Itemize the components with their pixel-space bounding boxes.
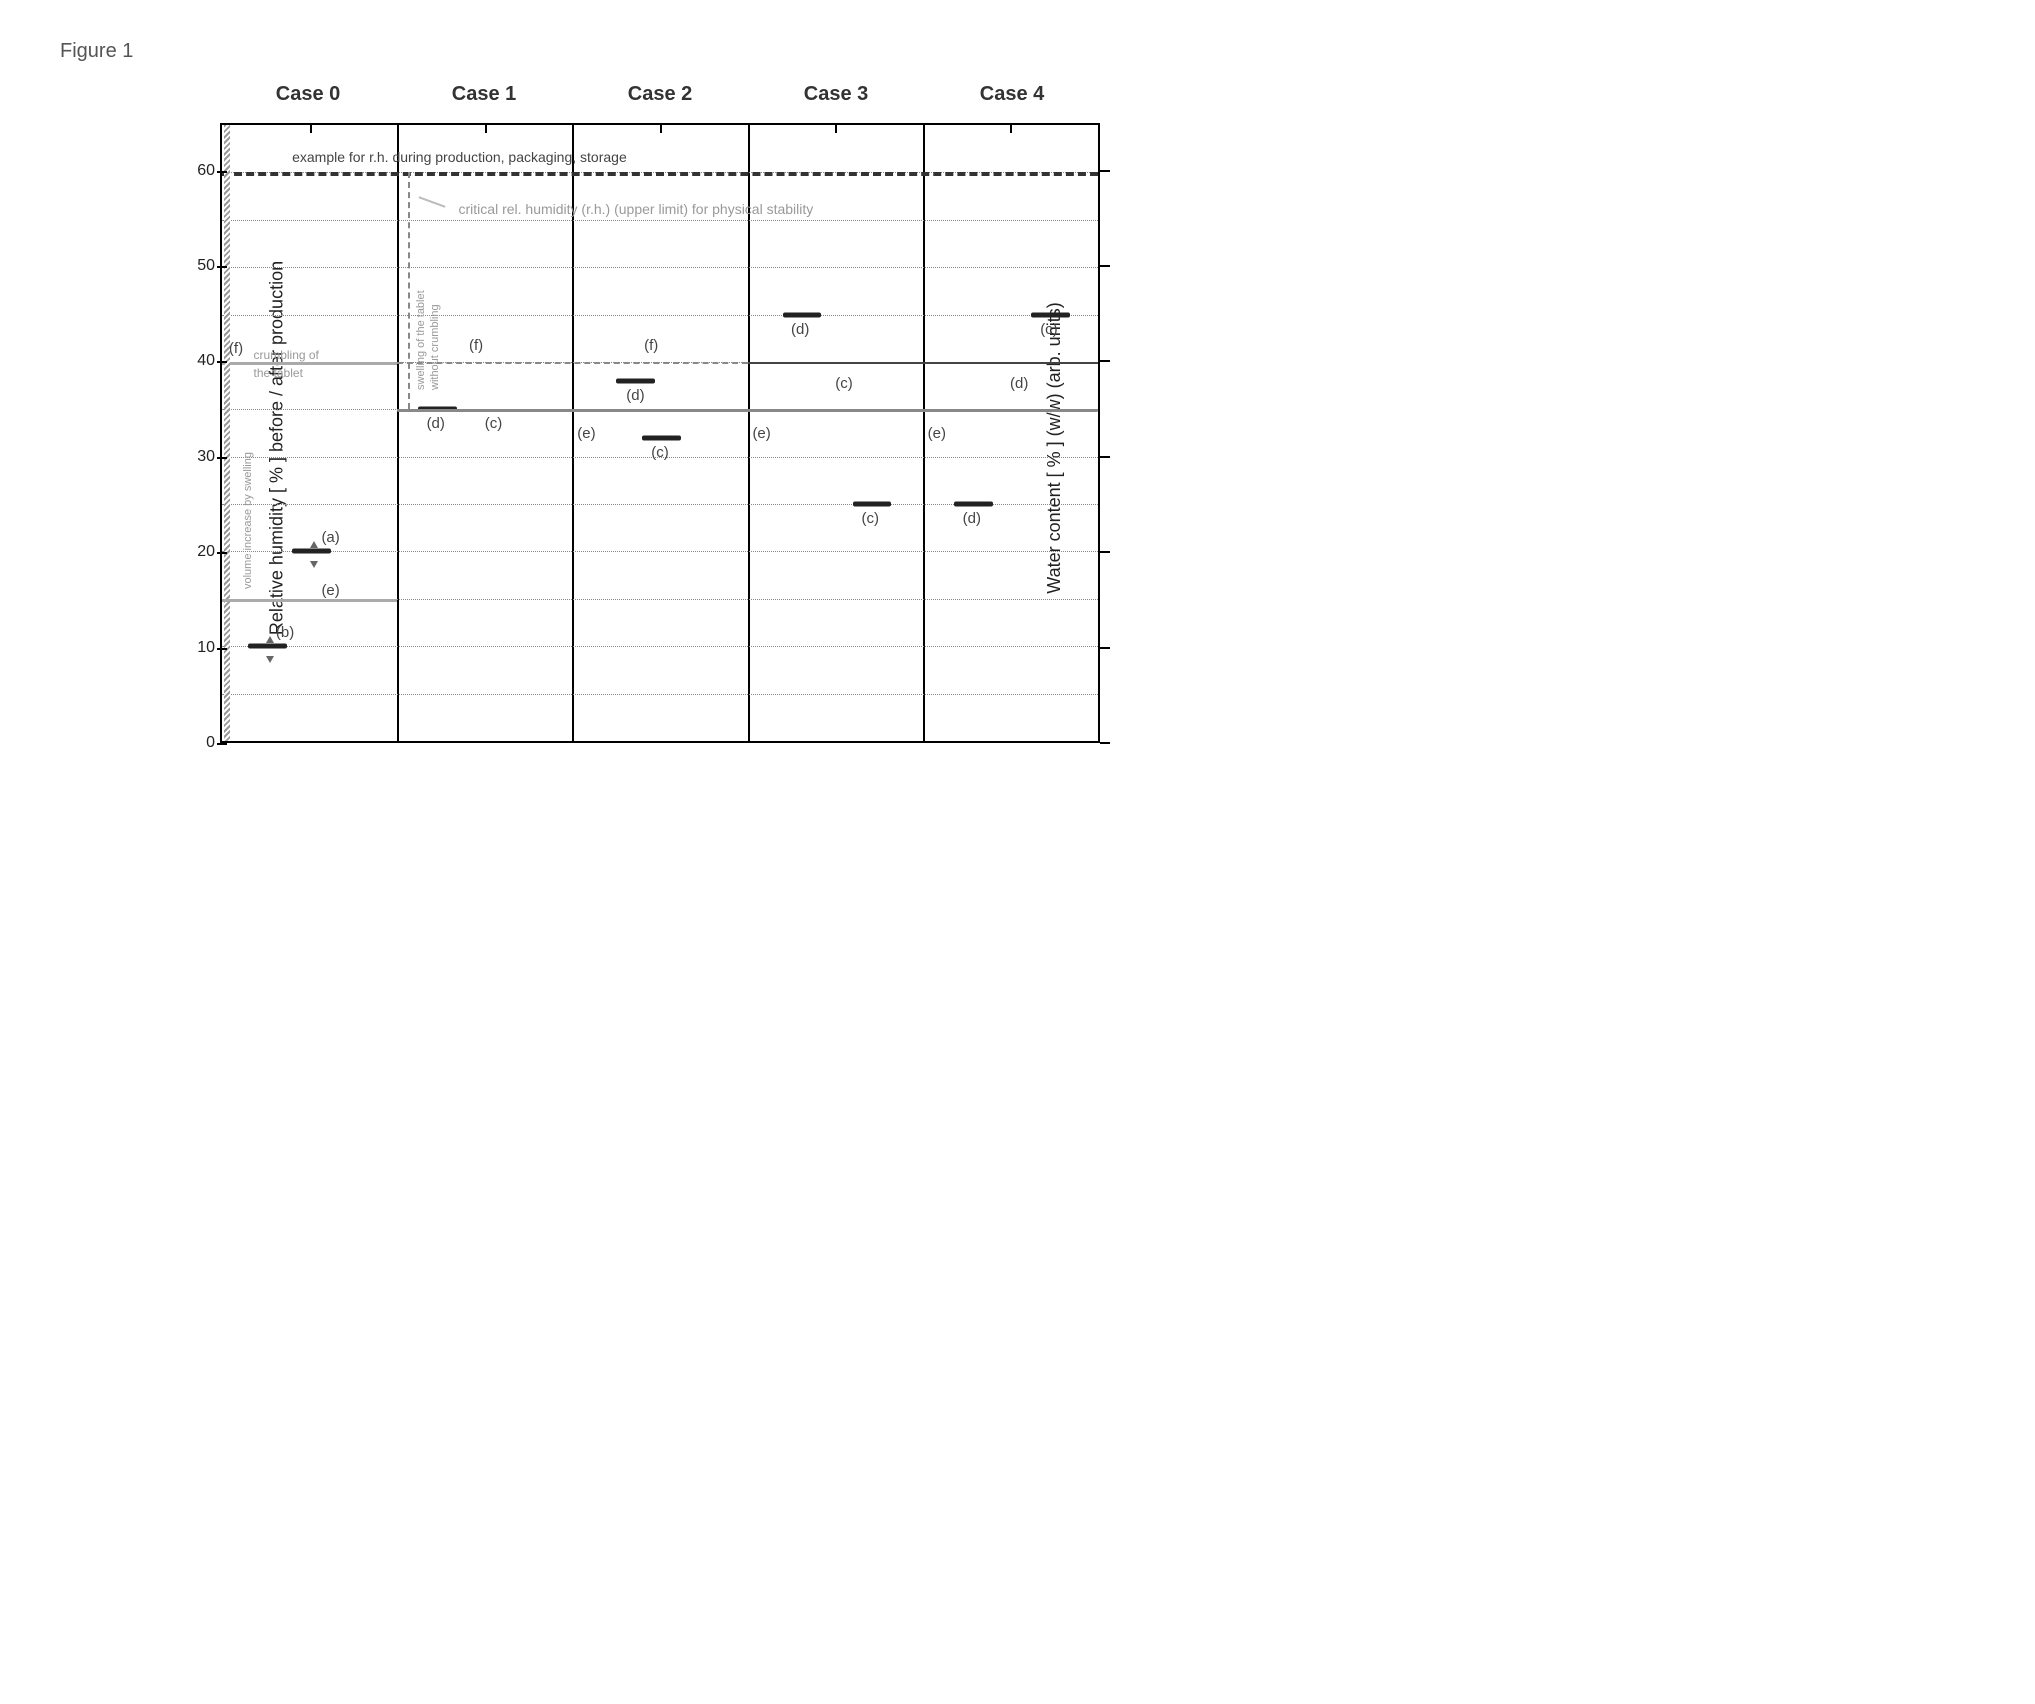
gridline [222, 220, 1098, 221]
data-segment [1031, 312, 1070, 317]
annotation-label: (c) [835, 375, 853, 392]
data-segment [642, 435, 681, 440]
ytick-right [1100, 265, 1110, 267]
swelling-text-2: without crumbling [429, 305, 441, 391]
annotation-label: (f) [644, 337, 658, 354]
data-segment [783, 312, 822, 317]
figure-title: Figure 1 [60, 40, 1995, 63]
ytick-label: 50 [190, 257, 215, 275]
arrow-line [419, 196, 446, 207]
annotation-label: (e) [577, 425, 595, 442]
crumbling-text-2: the tablet [254, 366, 303, 380]
case-header-0: Case 0 [276, 83, 341, 106]
annotation-label: (a) [321, 529, 339, 546]
swelling-text-1: swelling of the tablet [415, 291, 427, 391]
case-header-1: Case 1 [452, 83, 517, 106]
case-header-2: Case 2 [628, 83, 693, 106]
panel-separator [397, 125, 399, 741]
data-segment [248, 644, 287, 649]
case0-e-line [222, 599, 397, 602]
annotation-label: (f) [469, 337, 483, 354]
annotation-label: (c) [485, 415, 503, 432]
case-header-4: Case 4 [980, 83, 1045, 106]
ytick-label: 10 [190, 639, 215, 657]
annotation-label: (b) [276, 624, 294, 641]
crumbling-text-1: crumbling of [254, 348, 319, 362]
annotation-label: (e) [928, 425, 946, 442]
f-threshold-line [397, 362, 747, 364]
annotation-label: (d) [427, 415, 445, 432]
ytick-right [1100, 170, 1110, 172]
plot-area: example for r.h. during production, pack… [220, 123, 1100, 743]
annotation-label: (c) [651, 444, 669, 461]
case1-vert-dashed [408, 172, 410, 409]
case-headers-row: Case 0 Case 1 Case 2 Case 3 Case 4 [220, 83, 1100, 106]
rh-example-label: example for r.h. during production, pack… [292, 149, 627, 165]
data-segment [853, 502, 892, 507]
case-header-3: Case 3 [804, 83, 869, 106]
shared-line-40 [748, 362, 1098, 364]
annotation-label: (d) [963, 510, 981, 527]
volume-increase-text: volume increase by swelling [242, 452, 254, 589]
xtick-top [835, 125, 837, 133]
arrow-icon [310, 561, 318, 568]
gridline [222, 646, 1098, 647]
gridline [222, 551, 1098, 552]
panel-separator [923, 125, 925, 741]
gridline [222, 315, 1098, 316]
ytick-label: 0 [190, 734, 215, 752]
annotation-label: (d) [791, 321, 809, 338]
annotation-label: (c) [861, 510, 879, 527]
critical-rh-label: critical rel. humidity (r.h.) (upper lim… [459, 201, 814, 217]
ytick-right [1100, 360, 1110, 362]
annotation-label: (f) [229, 340, 243, 357]
ytick-label: 60 [190, 162, 215, 180]
panel-separator [748, 125, 750, 741]
data-segment [954, 502, 993, 507]
chart: Case 0 Case 1 Case 2 Case 3 Case 4 Relat… [140, 123, 1140, 773]
ytick-label: 20 [190, 543, 215, 561]
xtick-top [310, 125, 312, 133]
rh-example-line [222, 172, 1098, 176]
xtick-top [485, 125, 487, 133]
gridline [222, 694, 1098, 695]
ytick-right [1100, 456, 1110, 458]
annotation-label: (d) [626, 387, 644, 404]
ytick-right [1100, 647, 1110, 649]
arrow-icon [310, 541, 318, 548]
ytick-label: 30 [190, 448, 215, 466]
panel-separator [572, 125, 574, 741]
arrow-icon [266, 656, 274, 663]
gridline [222, 267, 1098, 268]
annotation-label: (e) [752, 425, 770, 442]
annotation-label: (e) [321, 582, 339, 599]
ytick-label: 40 [190, 352, 215, 370]
ytick-right [1100, 742, 1110, 744]
case0-f-line [222, 362, 397, 365]
data-segment [616, 378, 655, 383]
annotation-label: (d) [1010, 375, 1028, 392]
arrow-icon [266, 636, 274, 643]
annotation-label: (c) [1040, 321, 1058, 338]
xtick-top [660, 125, 662, 133]
data-segment [292, 549, 331, 554]
shared-line-35 [397, 409, 1098, 412]
ytick-right [1100, 551, 1110, 553]
xtick-top [1010, 125, 1012, 133]
